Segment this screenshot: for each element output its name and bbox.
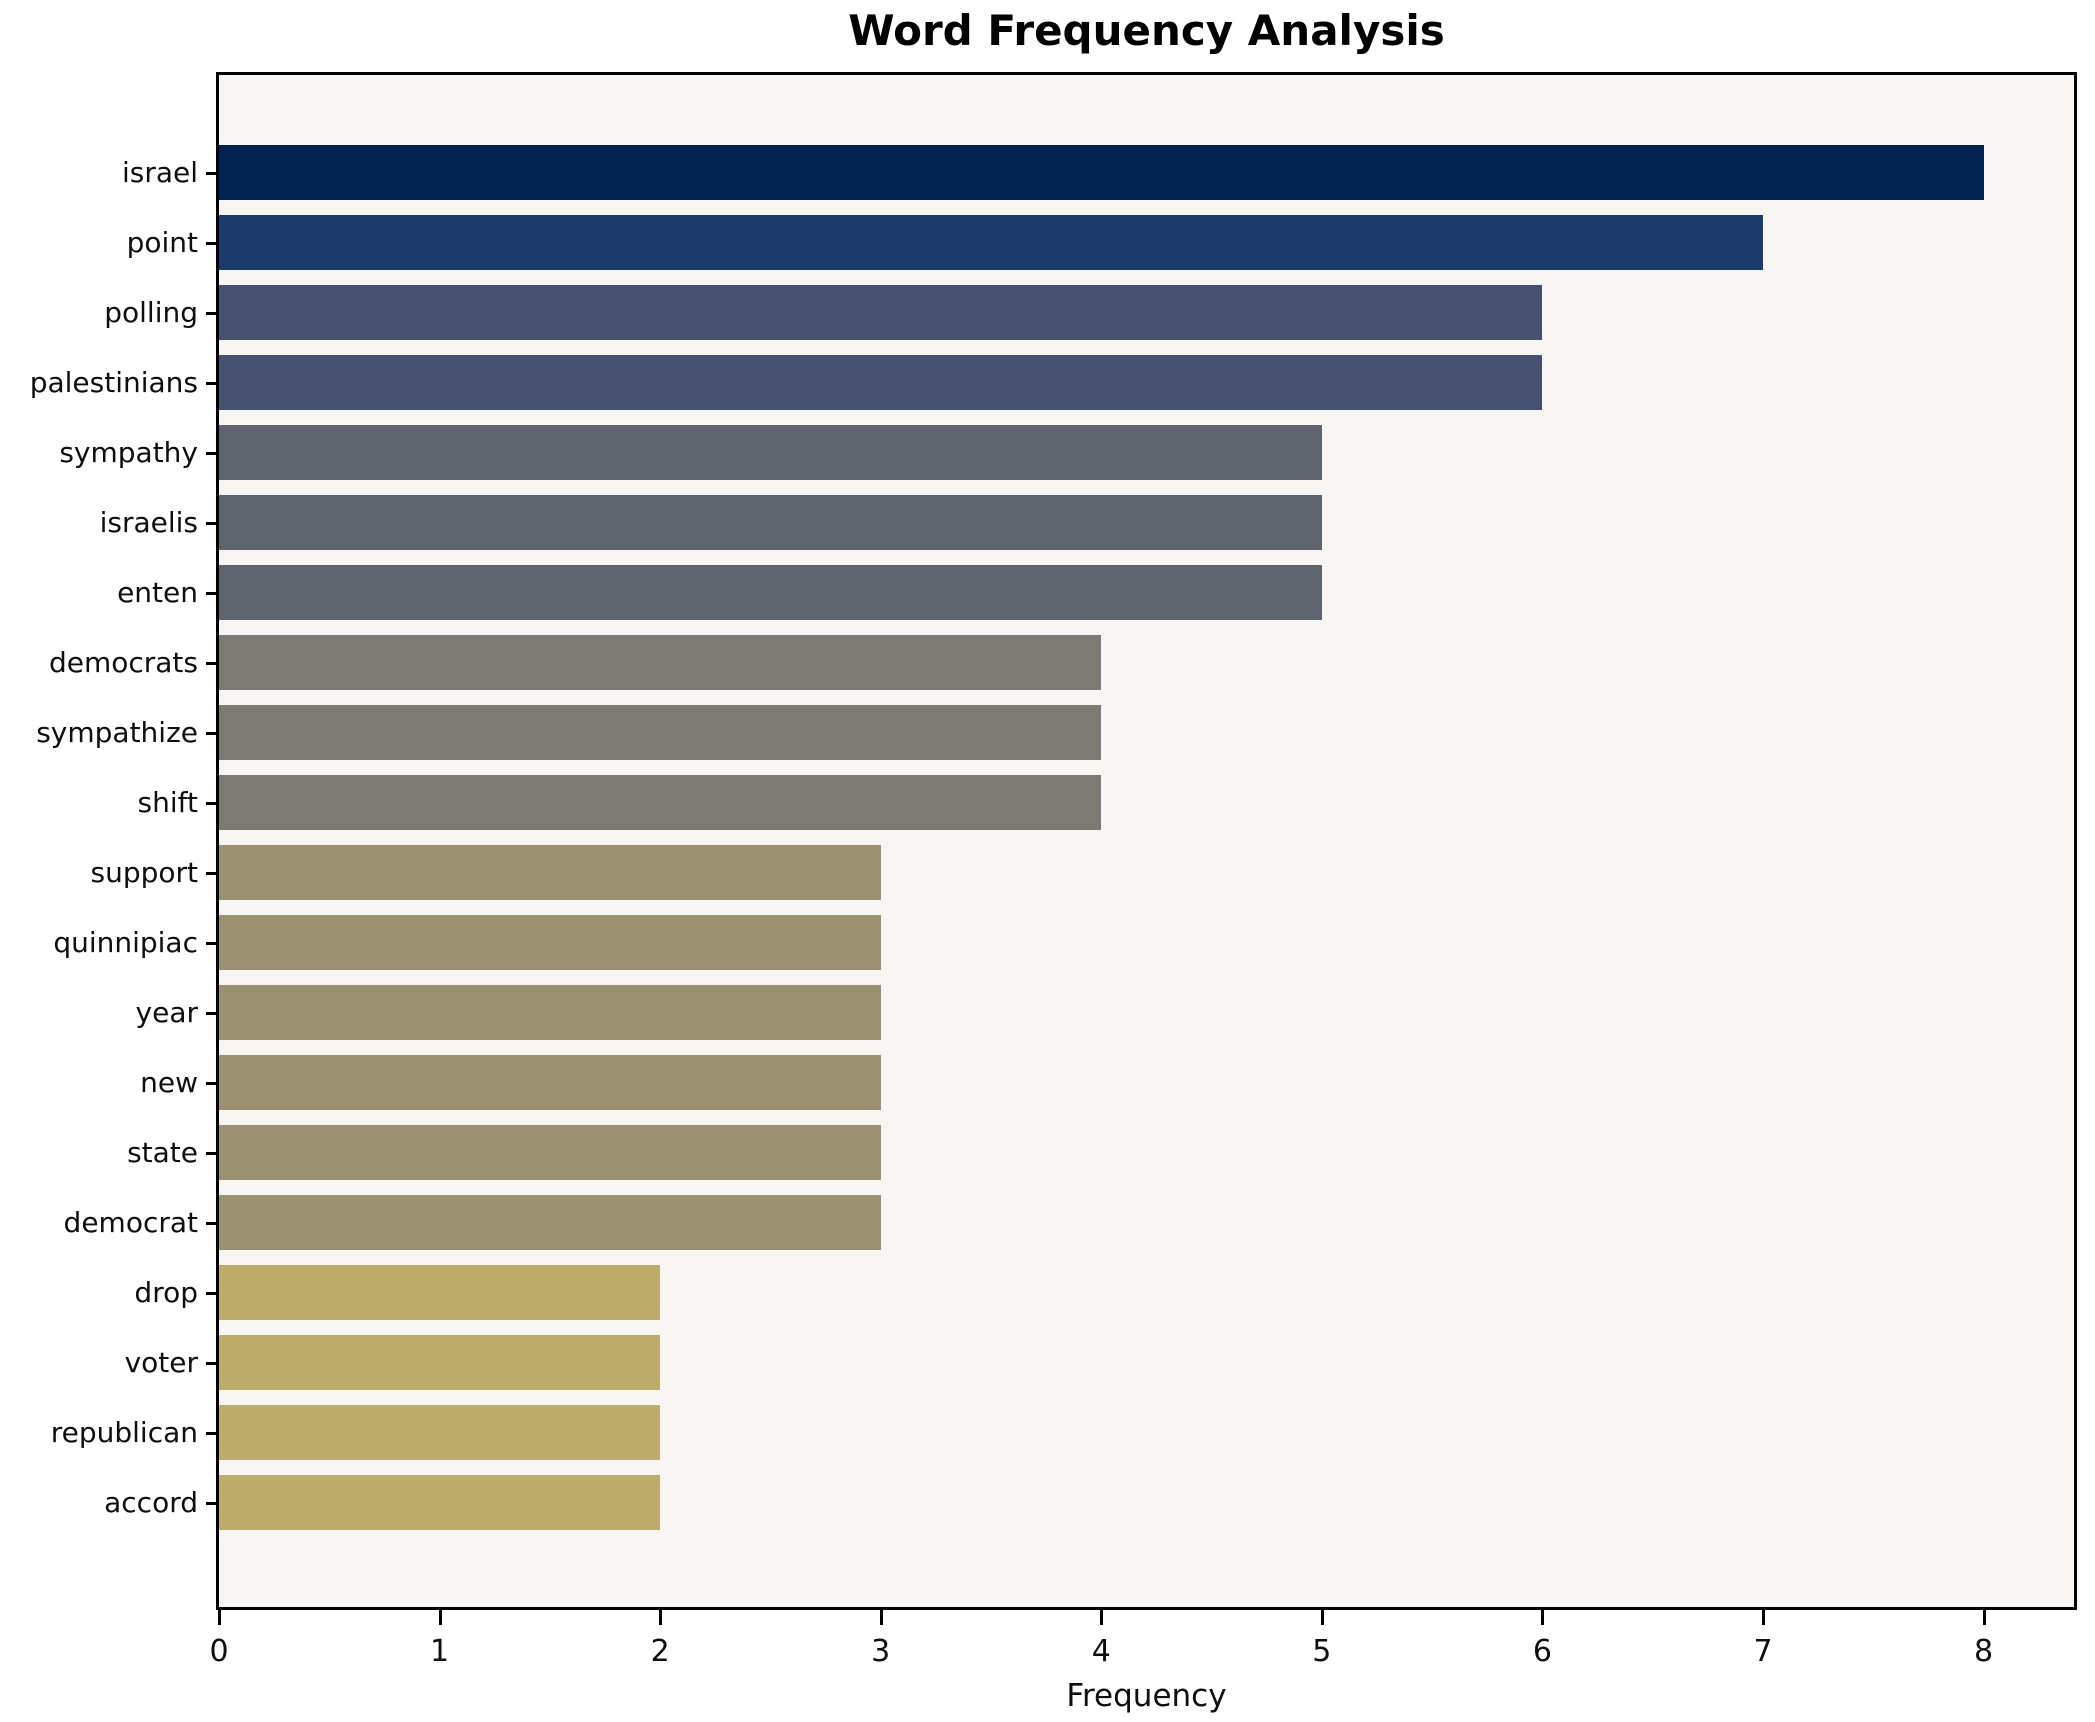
bar-republican xyxy=(219,1405,660,1460)
y-tick-label-democrat: democrat xyxy=(63,1206,198,1239)
bar-accord xyxy=(219,1475,660,1530)
bar-shift xyxy=(219,775,1101,830)
bar-state xyxy=(219,1125,881,1180)
y-tick-mark xyxy=(206,521,216,525)
y-tick-label-sympathize: sympathize xyxy=(36,716,198,749)
y-tick-mark xyxy=(206,1361,216,1365)
y-tick-label-israelis: israelis xyxy=(99,506,198,539)
y-tick-mark xyxy=(206,311,216,315)
y-tick-mark xyxy=(206,801,216,805)
y-tick-mark xyxy=(206,381,216,385)
y-tick-mark xyxy=(206,1081,216,1085)
y-tick-label-voter: voter xyxy=(124,1346,198,1379)
x-tick-mark xyxy=(218,1610,221,1625)
x-tick-label-4: 4 xyxy=(1091,1634,1111,1669)
y-tick-mark xyxy=(206,1501,216,1505)
y-tick-mark xyxy=(206,1431,216,1435)
y-tick-label-enten: enten xyxy=(117,576,198,609)
y-tick-label-state: state xyxy=(127,1136,198,1169)
x-tick-mark xyxy=(1320,1610,1324,1625)
bar-support xyxy=(219,845,881,900)
y-tick-mark xyxy=(206,941,216,945)
y-tick-mark xyxy=(206,241,216,245)
y-tick-label-democrats: democrats xyxy=(48,646,198,679)
bar-enten xyxy=(219,565,1322,620)
bar-point xyxy=(219,215,1763,270)
y-tick-mark xyxy=(206,731,216,735)
y-tick-label-polling: polling xyxy=(104,296,198,329)
y-tick-mark xyxy=(206,661,216,665)
x-tick-label-2: 2 xyxy=(650,1634,670,1669)
bar-sympathy xyxy=(219,425,1322,480)
x-tick-mark xyxy=(879,1610,883,1625)
bar-sympathize xyxy=(219,705,1101,760)
y-tick-label-accord: accord xyxy=(104,1486,198,1519)
x-tick-label-6: 6 xyxy=(1532,1634,1552,1669)
y-tick-label-palestinians: palestinians xyxy=(29,366,198,399)
bar-drop xyxy=(219,1265,660,1320)
chart-title: Word Frequency Analysis xyxy=(848,6,1445,55)
x-tick-label-7: 7 xyxy=(1753,1634,1773,1669)
x-tick-mark xyxy=(1761,1610,1765,1625)
bar-israel xyxy=(219,145,1984,200)
y-tick-mark xyxy=(206,1291,216,1295)
y-tick-label-point: point xyxy=(126,226,198,259)
x-tick-mark xyxy=(1100,1610,1104,1625)
y-tick-label-new: new xyxy=(140,1066,198,1099)
y-tick-label-israel: israel xyxy=(121,156,198,189)
x-tick-mark xyxy=(1982,1610,1986,1625)
y-tick-mark xyxy=(206,591,216,595)
y-tick-mark xyxy=(206,451,216,455)
x-tick-label-3: 3 xyxy=(871,1634,891,1669)
y-tick-mark xyxy=(206,171,216,175)
y-tick-label-republican: republican xyxy=(50,1416,198,1449)
y-tick-label-support: support xyxy=(90,856,198,889)
x-tick-mark xyxy=(438,1610,442,1625)
y-tick-mark xyxy=(206,1151,216,1155)
x-tick-label-5: 5 xyxy=(1312,1634,1332,1669)
x-axis-title: Frequency xyxy=(1066,1678,1227,1714)
x-tick-label-1: 1 xyxy=(430,1634,450,1669)
bar-israelis xyxy=(219,495,1322,550)
y-tick-label-drop: drop xyxy=(134,1276,198,1309)
bar-polling xyxy=(219,285,1542,340)
y-tick-label-sympathy: sympathy xyxy=(59,436,198,469)
y-tick-label-year: year xyxy=(135,996,198,1029)
bar-year xyxy=(219,985,881,1040)
bar-voter xyxy=(219,1335,660,1390)
bar-new xyxy=(219,1055,881,1110)
bar-democrat xyxy=(219,1195,881,1250)
y-tick-mark xyxy=(206,1221,216,1225)
bar-democrats xyxy=(219,635,1101,690)
bar-quinnipiac xyxy=(219,915,881,970)
bar-palestinians xyxy=(219,355,1542,410)
y-tick-mark xyxy=(206,1011,216,1015)
y-tick-mark xyxy=(206,871,216,875)
x-tick-mark xyxy=(659,1610,663,1625)
x-tick-label-8: 8 xyxy=(1974,1634,1994,1669)
x-tick-mark xyxy=(1541,1610,1545,1625)
y-tick-label-quinnipiac: quinnipiac xyxy=(53,926,198,959)
x-tick-label-0: 0 xyxy=(209,1634,229,1669)
y-tick-label-shift: shift xyxy=(137,786,198,819)
